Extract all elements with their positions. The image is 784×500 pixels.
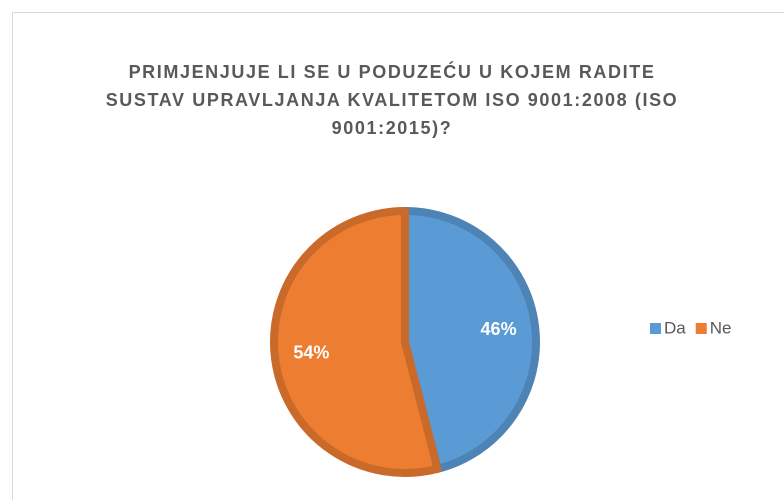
legend-label: Da bbox=[664, 318, 686, 337]
pie-slice bbox=[401, 207, 540, 473]
legend-swatch bbox=[650, 323, 661, 334]
legend-label: Ne bbox=[710, 318, 732, 337]
data-label: 46% bbox=[481, 319, 517, 339]
pie-slice bbox=[270, 207, 442, 477]
legend-swatch bbox=[695, 323, 707, 334]
chart-title: PRIMJENJUJE LI SE U PODUZEĆU U KOJEM RAD… bbox=[105, 62, 679, 138]
data-label: 54% bbox=[293, 343, 329, 363]
chart-border bbox=[12, 12, 784, 500]
